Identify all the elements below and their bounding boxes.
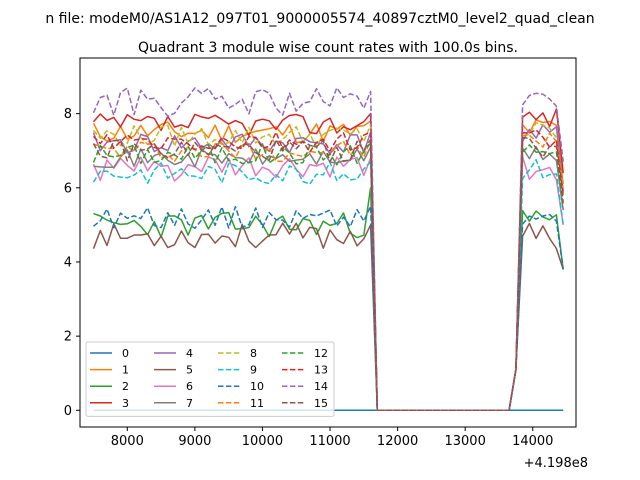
legend-item-11: 11: [218, 397, 264, 410]
legend-label-0: 0: [122, 347, 129, 360]
x-offset-label: +4.198e8: [524, 456, 588, 471]
legend-item-0: 0: [90, 347, 129, 360]
legend-label-4: 4: [186, 347, 193, 360]
legend-label-1: 1: [122, 364, 129, 377]
legend-item-5: 5: [154, 364, 193, 377]
legend-item-7: 7: [154, 397, 193, 410]
legend-label-3: 3: [122, 397, 129, 410]
legend-label-2: 2: [122, 380, 129, 393]
chart-title: Quadrant 3 module wise count rates with …: [138, 40, 518, 56]
x-axis: 8000 9000 10000 11000 12000 13000 14000: [111, 427, 553, 449]
legend-label-7: 7: [186, 397, 193, 410]
y-tick-label-2: 2: [64, 330, 72, 345]
legend-item-4: 4: [154, 347, 193, 360]
legend-item-10: 10: [218, 380, 264, 393]
x-tick-label-10000: 10000: [242, 434, 283, 449]
legend-item-15: 15: [282, 397, 328, 410]
legend-item-1: 1: [90, 364, 129, 377]
legend-item-3: 3: [90, 397, 129, 410]
series-line-14: [92, 87, 564, 412]
legend-label-14: 14: [314, 380, 328, 393]
y-tick-label-4: 4: [64, 255, 72, 270]
y-tick-label-0: 0: [64, 404, 72, 419]
series-line-15: [92, 136, 564, 412]
legend-item-2: 2: [90, 380, 129, 393]
x-tick-label-8000: 8000: [111, 434, 144, 449]
x-tick-label-9000: 9000: [178, 434, 211, 449]
plot-frame: [79, 57, 577, 428]
series-line-12: [92, 142, 564, 412]
y-tick-label-6: 6: [64, 181, 72, 196]
legend-item-14: 14: [282, 380, 328, 393]
legend-label-12: 12: [314, 347, 328, 360]
figure-suptitle: n file: modeM0/AS1A12_097T01_9000005574_…: [45, 11, 594, 27]
series-layer: [92, 87, 564, 412]
legend-label-15: 15: [314, 397, 328, 410]
legend-label-10: 10: [250, 380, 264, 393]
x-tick-label-12000: 12000: [377, 434, 418, 449]
legend-label-5: 5: [186, 364, 193, 377]
legend-box: [85, 341, 335, 417]
legend-label-9: 9: [250, 364, 257, 377]
legend-label-8: 8: [250, 347, 257, 360]
x-tick-label-11000: 11000: [309, 434, 350, 449]
legend-item-13: 13: [282, 364, 328, 377]
legend-label-11: 11: [250, 397, 264, 410]
y-tick-label-8: 8: [64, 107, 72, 122]
x-tick-label-13000: 13000: [444, 434, 485, 449]
legend-item-12: 12: [282, 347, 328, 360]
legend-item-9: 9: [218, 364, 257, 377]
legend-label-13: 13: [314, 364, 328, 377]
legend-item-6: 6: [154, 380, 193, 393]
x-tick-label-14000: 14000: [512, 434, 553, 449]
legend-item-8: 8: [218, 347, 257, 360]
y-axis: 0 2 4 6 8: [64, 107, 80, 419]
legend-label-6: 6: [186, 380, 193, 393]
